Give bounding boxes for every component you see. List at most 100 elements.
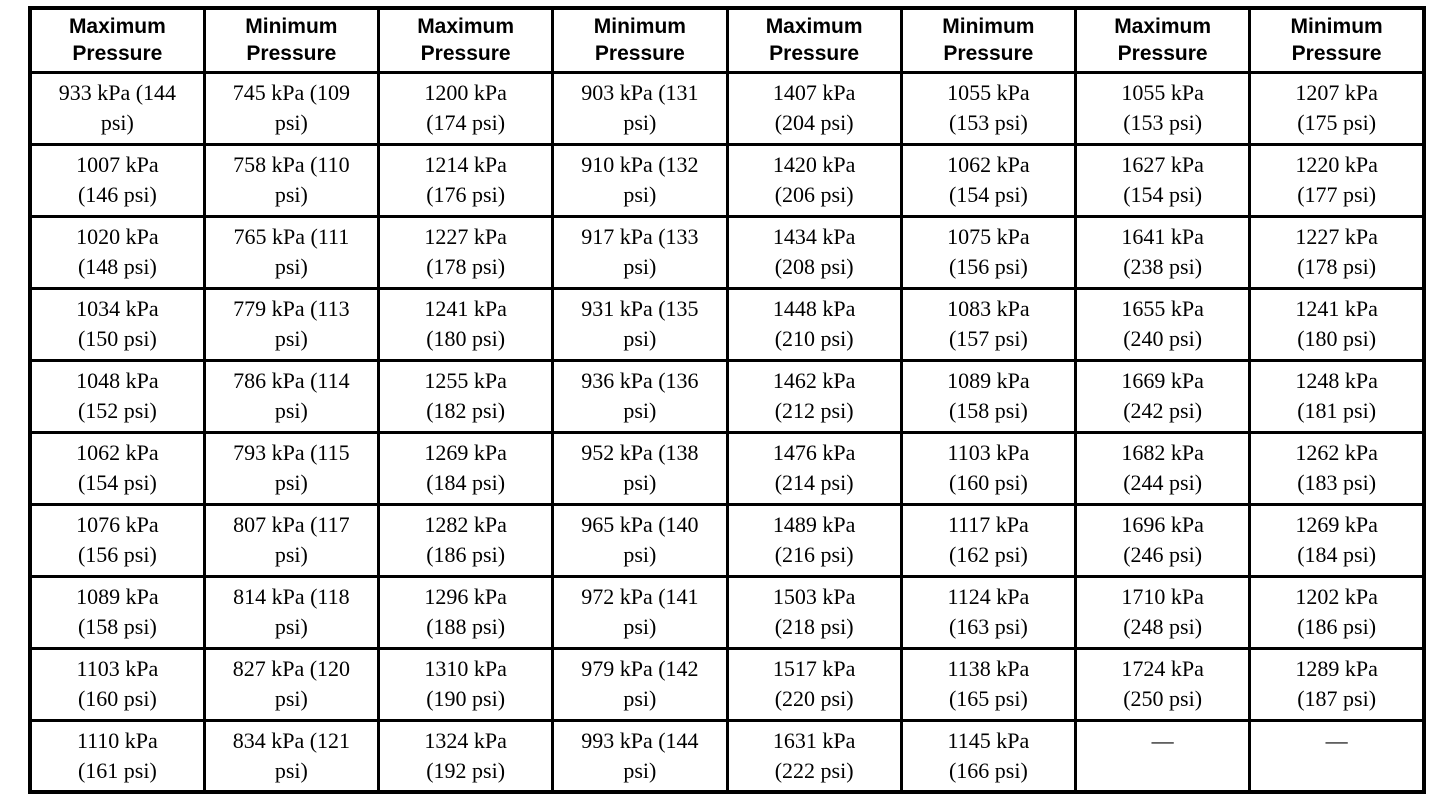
pressure-cell: 1007 kPa (146 psi) [28,142,206,218]
pressure-cell: 1517 kPa (220 psi) [725,646,903,722]
table-row: 1020 kPa (148 psi) 765 kPa (111 psi) 1227 … [28,214,1426,290]
pressure-cell: 1055 kPa (153 psi) [1073,70,1252,146]
pressure-cell: 1269 kPa (184 psi) [376,430,555,506]
pressure-cell: 1207 kPa (175 psi) [1248,70,1426,146]
pressure-cell: 931 kPa (135 psi) [551,286,729,362]
pressure-cell: 1434 kPa (208 psi) [725,214,903,290]
pressure-cell: 1214 kPa (176 psi) [376,142,555,218]
pressure-cell: 1655 kPa (240 psi) [1073,286,1252,362]
pressure-cell: 1710 kPa (248 psi) [1073,574,1252,650]
table-row: 1089 kPa (158 psi) 814 kPa (118 psi) 1296 … [28,574,1426,650]
pressure-cell: 1062 kPa (154 psi) [899,142,1078,218]
column-header-maximum-pressure: Maximum Pressure [725,6,903,74]
table-row: 1007 kPa (146 psi) 758 kPa (110 psi) 1214 … [28,142,1426,218]
pressure-cell: 910 kPa (132 psi) [551,142,729,218]
pressure-cell: 1448 kPa (210 psi) [725,286,903,362]
pressure-cell: 979 kPa (142 psi) [551,646,729,722]
pressure-cell: 827 kPa (120 psi) [202,646,381,722]
empty-pressure-cell: — [1248,718,1426,794]
pressure-cell: 1103 kPa (160 psi) [899,430,1078,506]
pressure-cell: 1089 kPa (158 psi) [28,574,206,650]
pressure-cell: 1062 kPa (154 psi) [28,430,206,506]
pressure-cell: 779 kPa (113 psi) [202,286,381,362]
pressure-cell: 765 kPa (111 psi) [202,214,381,290]
pressure-cell: 1241 kPa (180 psi) [1248,286,1426,362]
pressure-cell: 903 kPa (131 psi) [551,70,729,146]
pressure-cell: 1724 kPa (250 psi) [1073,646,1252,722]
pressure-cell: 1310 kPa (190 psi) [376,646,555,722]
pressure-cell: 807 kPa (117 psi) [202,502,381,578]
pressure-cell: 1220 kPa (177 psi) [1248,142,1426,218]
pressure-cell: 834 kPa (121 psi) [202,718,381,794]
pressure-cell: 1627 kPa (154 psi) [1073,142,1252,218]
column-header-minimum-pressure: Minimum Pressure [899,6,1078,74]
pressure-cell: 1476 kPa (214 psi) [725,430,903,506]
pressure-cell: 1075 kPa (156 psi) [899,214,1078,290]
table-row: 1103 kPa (160 psi) 827 kPa (120 psi) 1310 … [28,646,1426,722]
pressure-cell: 758 kPa (110 psi) [202,142,381,218]
pressure-cell: 1241 kPa (180 psi) [376,286,555,362]
pressure-cell: 745 kPa (109 psi) [202,70,381,146]
column-header-minimum-pressure: Minimum Pressure [551,6,729,74]
pressure-cell: 952 kPa (138 psi) [551,430,729,506]
pressure-cell: 1200 kPa (174 psi) [376,70,555,146]
pressure-cell: 972 kPa (141 psi) [551,574,729,650]
pressure-cell: 1462 kPa (212 psi) [725,358,903,434]
pressure-cell: 936 kPa (136 psi) [551,358,729,434]
pressure-cell: 1083 kPa (157 psi) [899,286,1078,362]
pressure-table-header: Maximum Pressure Minimum Pressure Maximum … [28,6,1426,74]
table-row: 1076 kPa (156 psi) 807 kPa (117 psi) 1282 … [28,502,1426,578]
pressure-cell: 1089 kPa (158 psi) [899,358,1078,434]
pressure-cell: 1282 kPa (186 psi) [376,502,555,578]
pressure-cell: 1227 kPa (178 psi) [376,214,555,290]
pressure-cell: 1641 kPa (238 psi) [1073,214,1252,290]
pressure-cell: 1696 kPa (246 psi) [1073,502,1252,578]
column-header-maximum-pressure: Maximum Pressure [28,6,206,74]
pressure-cell: 814 kPa (118 psi) [202,574,381,650]
pressure-cell: 1631 kPa (222 psi) [725,718,903,794]
pressure-cell: 1117 kPa (162 psi) [899,502,1078,578]
empty-pressure-cell: — [1073,718,1252,794]
pressure-cell: 1103 kPa (160 psi) [28,646,206,722]
pressure-cell: 933 kPa (144 psi) [28,70,206,146]
pressure-cell: 1262 kPa (183 psi) [1248,430,1426,506]
pressure-cell: 1138 kPa (165 psi) [899,646,1078,722]
pressure-table: Maximum Pressure Minimum Pressure Maximum … [28,6,1426,794]
header-row: Maximum Pressure Minimum Pressure Maximum … [28,6,1426,74]
pressure-cell: 1110 kPa (161 psi) [28,718,206,794]
pressure-cell: 1202 kPa (186 psi) [1248,574,1426,650]
pressure-cell: 1255 kPa (182 psi) [376,358,555,434]
pressure-cell: 917 kPa (133 psi) [551,214,729,290]
pressure-cell: 1269 kPa (184 psi) [1248,502,1426,578]
pressure-cell: 1227 kPa (178 psi) [1248,214,1426,290]
pressure-cell: 1124 kPa (163 psi) [899,574,1078,650]
pressure-cell: 1289 kPa (187 psi) [1248,646,1426,722]
pressure-table-body: 933 kPa (144 psi) 745 kPa (109 psi) 1200 k… [28,70,1426,794]
pressure-cell: 1420 kPa (206 psi) [725,142,903,218]
column-header-maximum-pressure: Maximum Pressure [1073,6,1252,74]
table-row: 1048 kPa (152 psi) 786 kPa (114 psi) 1255 … [28,358,1426,434]
pressure-cell: 1020 kPa (148 psi) [28,214,206,290]
table-row: 933 kPa (144 psi) 745 kPa (109 psi) 1200 k… [28,70,1426,146]
column-header-minimum-pressure: Minimum Pressure [1248,6,1426,74]
pressure-cell: 1248 kPa (181 psi) [1248,358,1426,434]
pressure-cell: 1076 kPa (156 psi) [28,502,206,578]
scanned-document-page: Maximum Pressure Minimum Pressure Maximum … [28,6,1426,794]
pressure-cell: 1503 kPa (218 psi) [725,574,903,650]
column-header-minimum-pressure: Minimum Pressure [202,6,381,74]
pressure-cell: 1407 kPa (204 psi) [725,70,903,146]
column-header-maximum-pressure: Maximum Pressure [376,6,555,74]
pressure-cell: 1034 kPa (150 psi) [28,286,206,362]
pressure-cell: 965 kPa (140 psi) [551,502,729,578]
pressure-cell: 1296 kPa (188 psi) [376,574,555,650]
pressure-cell: 786 kPa (114 psi) [202,358,381,434]
table-row: 1034 kPa (150 psi) 779 kPa (113 psi) 1241 … [28,286,1426,362]
pressure-cell: 1145 kPa (166 psi) [899,718,1078,794]
pressure-cell: 1055 kPa (153 psi) [899,70,1078,146]
pressure-cell: 793 kPa (115 psi) [202,430,381,506]
pressure-cell: 1669 kPa (242 psi) [1073,358,1252,434]
pressure-cell: 1489 kPa (216 psi) [725,502,903,578]
pressure-cell: 1048 kPa (152 psi) [28,358,206,434]
pressure-cell: 993 kPa (144 psi) [551,718,729,794]
table-row: 1062 kPa (154 psi) 793 kPa (115 psi) 1269 … [28,430,1426,506]
